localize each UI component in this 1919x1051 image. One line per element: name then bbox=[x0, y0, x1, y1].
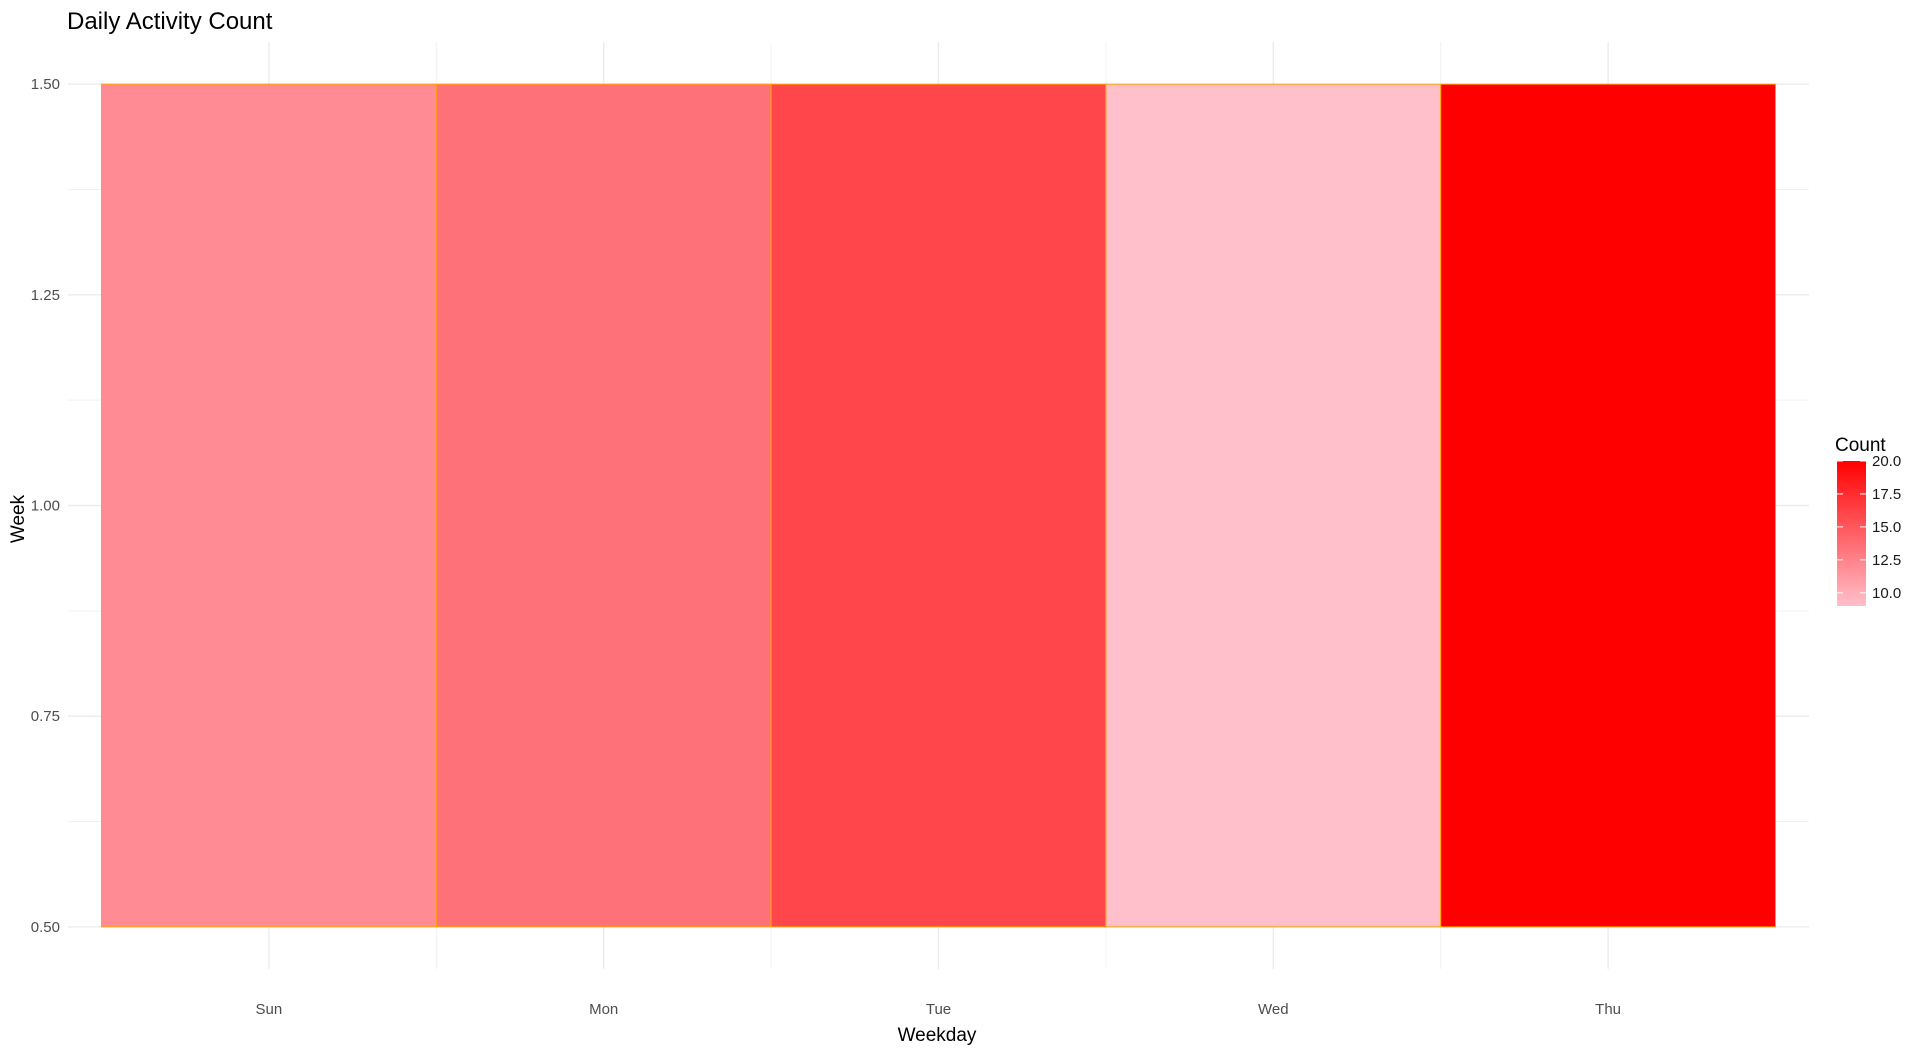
heatmap-tile-mon bbox=[435, 83, 772, 928]
y-axis-title: Week bbox=[8, 494, 29, 543]
x-tick-label: Sun bbox=[256, 1001, 283, 1018]
legend-colorbar bbox=[1837, 461, 1866, 606]
legend: Count 20.0 17.5 15.0 12.5 10.0 bbox=[1835, 435, 1901, 606]
y-tick-label: 0.75 bbox=[31, 708, 60, 725]
heatmap-tile-sun bbox=[100, 83, 437, 928]
heatmap-tile-thu bbox=[1440, 83, 1777, 928]
y-tick-label: 1.00 bbox=[31, 498, 60, 515]
chart-title: Daily Activity Count bbox=[67, 8, 273, 35]
legend-tick-label: 10.0 bbox=[1872, 585, 1901, 602]
y-tick-label: 1.50 bbox=[31, 76, 60, 93]
x-axis-title: Weekday bbox=[898, 1025, 977, 1046]
legend-tick-label: 20.0 bbox=[1872, 453, 1901, 470]
tile-layer bbox=[100, 83, 1777, 928]
legend-tick-label: 17.5 bbox=[1872, 486, 1901, 503]
x-tick-label: Mon bbox=[589, 1001, 618, 1018]
legend-title: Count bbox=[1835, 435, 1886, 456]
y-tick-label: 1.25 bbox=[31, 287, 60, 304]
y-tick-label: 0.50 bbox=[31, 919, 60, 936]
x-tick-label: Thu bbox=[1595, 1001, 1621, 1018]
legend-tick-label: 15.0 bbox=[1872, 519, 1901, 536]
heatmap-tile-wed bbox=[1105, 83, 1442, 928]
legend-tick-label: 12.5 bbox=[1872, 552, 1901, 569]
x-tick-label: Wed bbox=[1258, 1001, 1289, 1018]
x-tick-label: Tue bbox=[926, 1001, 951, 1018]
heatmap-tile-tue bbox=[770, 83, 1107, 928]
axis-layer: Sun Mon Tue Wed Thu 0.50 0.75 1.00 1.25 1.50 bbox=[31, 76, 1621, 1018]
